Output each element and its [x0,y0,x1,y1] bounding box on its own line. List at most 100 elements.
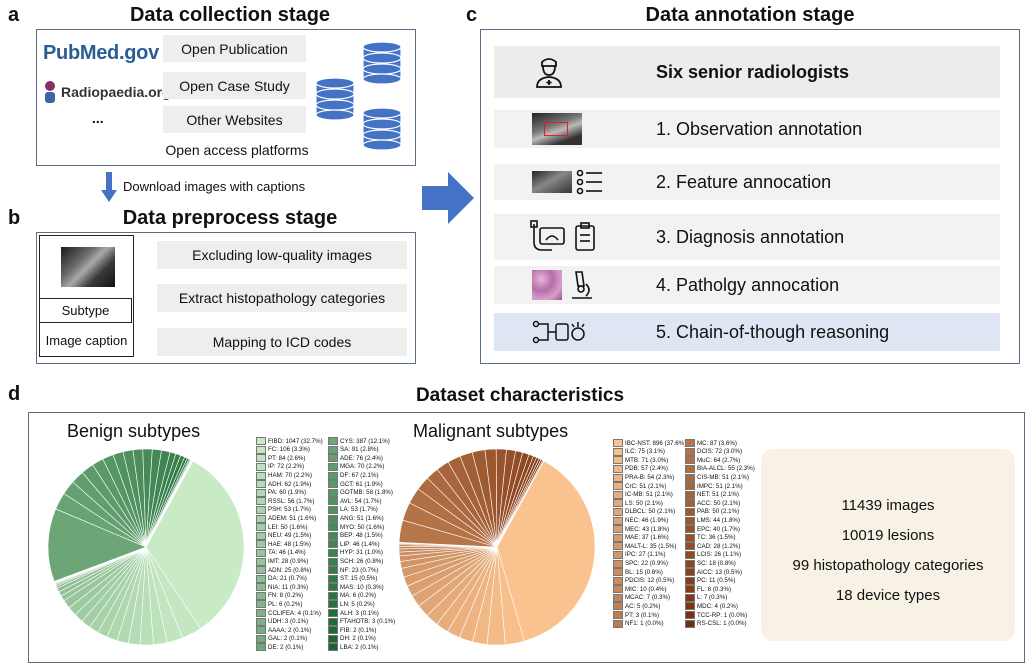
annotation-box: Six senior radiologists 1. Observation a… [480,29,1020,364]
stat-lesions: 10019 lesions [841,527,935,544]
malignant-legend-item: PDCIS: 12 (0.5%) [613,576,685,585]
malignant-legend-label: EPC: 40 (1.7%) [697,525,740,533]
malignant-legend-swatch [613,507,623,516]
step-feature-label: 2. Feature annocation [656,171,832,192]
stats-panel: 11439 images 10019 lesions 99 histopatho… [761,449,1015,641]
malignant-legend-item: IMPC: 51 (2.1%) [685,482,757,491]
benign-legend-item: HYP: 31 (1.0%) [328,548,400,557]
benign-legend-label: FC: 106 (3.3%) [268,446,310,454]
benign-legend-swatch [256,523,266,532]
panel-letter-d: d [8,383,21,405]
benign-legend-swatch [328,531,338,540]
benign-legend-label: HYP: 31 (1.0%) [340,549,383,557]
benign-legend-label: DF: 67 (2.1%) [340,472,379,480]
malignant-legend-label: NF1: 1 (0.0%) [625,620,664,628]
malignant-legend-item: FL: 8 (0.3%) [685,585,757,594]
malignant-legend-label: IMPC: 51 (2.1%) [697,482,743,490]
benign-legend-item: PT: 84 (2.6%) [256,454,328,463]
benign-legend-swatch [256,583,266,592]
malignant-legend-swatch [613,516,623,525]
malignant-legend-swatch [613,464,623,473]
benign-legend-swatch [256,437,266,446]
malignant-legend-swatch [613,533,623,542]
pathology-thumb [532,270,562,300]
malignant-legend-swatch [613,585,623,594]
benign-legend-swatch [328,445,338,454]
benign-legend-swatch [328,566,338,575]
malignant-legend-item: LS: 50 (2.1%) [613,499,685,508]
malignant-slice [496,460,596,642]
benign-legend-item: SA: 91 (2.8%) [328,445,400,454]
malignant-legend-label: MC: 87 (3.6%) [697,439,737,447]
malignant-legend-swatch [613,568,623,577]
benign-legend-label: GOTMB: 58 (1.8%) [340,489,393,497]
malignant-legend-label: MTB: 71 (3.0%) [625,456,669,464]
collection-caption: Open access platforms [165,142,309,158]
benign-legend-item: MGA: 70 (2.2%) [328,462,400,471]
benign-legend-item: NEU: 49 (1.5%) [256,531,328,540]
malignant-legend-swatch [685,499,695,508]
benign-legend-label: TA: 46 (1.4%) [268,549,306,557]
malignant-legend-label: CAD: 28 (1.2%) [697,542,741,550]
malignant-legend-label: IPC: 27 (1.1%) [625,551,666,559]
radiologists-row: Six senior radiologists [494,46,1000,98]
malignant-legend-swatch [613,482,623,491]
malignant-legend-label: BIA-ALCL: 55 (2.3%) [697,465,755,473]
ultrasound-image [61,247,115,287]
benign-legend-item: CCLIFEA: 4 (0.1%) [256,609,328,618]
malignant-legend-label: TC: 36 (1.5%) [697,534,736,542]
step-observation: 1. Observation annotation [494,110,1000,148]
benign-legend-item: PSH: 53 (1.7%) [256,505,328,514]
step-extract-histopathology: Extract histopathology categories [157,284,407,312]
benign-legend-label: ST: 15 (0.5%) [340,575,378,583]
malignant-legend-item: MIC: 10 (0.4%) [613,585,685,594]
malignant-legend-item: ACC: 50 (2.1%) [685,499,757,508]
benign-legend-label: GAL: 2 (0.1%) [268,635,308,643]
malignant-legend-item: SPC: 22 (0.9%) [613,559,685,568]
malignant-legend-item: MuC: 64 (2.7%) [685,456,757,465]
malignant-legend-swatch [613,550,623,559]
benign-legend-label: MGA: 70 (2.2%) [340,463,385,471]
benign-legend-item: HAE: 48 (1.5%) [256,540,328,549]
annotation-stage-title: Data annotation stage [645,4,855,26]
malignant-legend-item: EPC: 40 (1.7%) [685,525,757,534]
step-observation-label: 1. Observation annotation [656,118,863,139]
benign-legend-label: GCT: 61 (1.9%) [340,480,383,488]
malignant-legend-item: PDB: 57 (2.4%) [613,464,685,473]
radiologists-label: Six senior radiologists [656,61,850,82]
benign-legend-swatch [256,591,266,600]
malignant-legend-item: CAD: 28 (1.2%) [685,542,757,551]
malignant-legend-swatch [685,447,695,456]
malignant-legend-label: MDC: 4 (0.2%) [697,602,738,610]
malignant-legend-label: RS-CSL: 1 (0.0%) [697,620,747,628]
benign-legend-label: ADE: 76 (2.4%) [340,454,383,462]
malignant-legend-item: AICC: 13 (0.5%) [685,568,757,577]
benign-legend-swatch [256,531,266,540]
benign-legend-swatch [328,591,338,600]
benign-legend-item: DF: 67 (2.1%) [328,471,400,480]
benign-legend-item: GAL: 2 (0.1%) [256,634,328,643]
benign-legend-item: LN: 5 (0.2%) [328,600,400,609]
benign-legend-label: HAM: 70 (2.2%) [268,472,313,480]
benign-legend-swatch [256,617,266,626]
benign-legend-swatch [328,497,338,506]
benign-legend-label: LBA: 2 (0.1%) [340,643,379,651]
benign-legend-label: DE: 2 (0.1%) [268,643,304,651]
malignant-legend-item: L: 7 (0.3%) [685,593,757,602]
collection-stage-title: Data collection stage [129,4,331,26]
step-chain-of-thought-label: 5. Chain-of-though reasoning [656,321,890,342]
benign-legend-swatch [256,462,266,471]
malignant-legend-item: ILC: 75 (3.1%) [613,447,685,456]
malignant-legend-label: MuC: 64 (2.7%) [697,456,741,464]
malignant-legend-item: PC: 11 (0.5%) [685,576,757,585]
malignant-legend-item: LCIS: 26 (1.1%) [685,550,757,559]
malignant-legend-item: MALT-L: 35 (1.5%) [613,542,685,551]
malignant-legend-label: LCIS: 26 (1.1%) [697,551,742,559]
ultrasound-device-icon [530,220,565,251]
malignant-legend-swatch [685,439,695,448]
benign-legend-label: FIBD: 1047 (32.7%) [268,437,323,445]
malignant-legend-label: MAE: 37 (1.6%) [625,534,669,542]
benign-legend-swatch [256,626,266,635]
benign-legend-swatch [328,609,338,618]
malignant-legend-swatch [613,593,623,602]
